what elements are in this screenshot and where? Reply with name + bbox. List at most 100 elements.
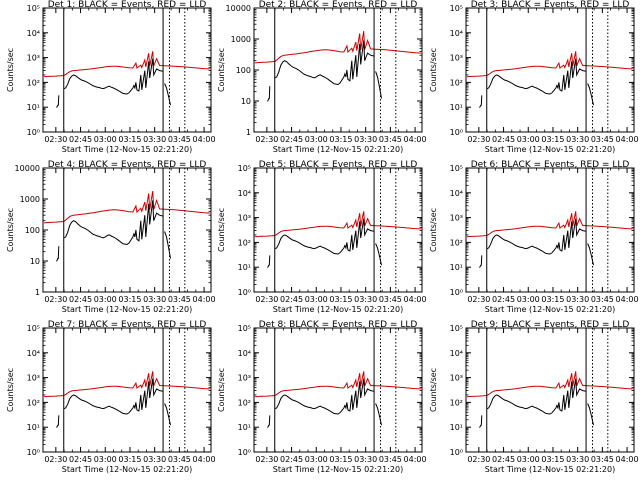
panel-det-1: Det 1: BLACK = Events, RED = LLD Counts/s… <box>6 0 216 154</box>
x-tick-label: 03:00 <box>305 295 328 304</box>
y-tick-label: 10⁴ <box>450 349 463 358</box>
y-tick-label: 10⁴ <box>238 189 251 198</box>
y-tick-label: 10³ <box>27 54 40 63</box>
series-events-start <box>479 255 483 268</box>
series-lld-line <box>43 371 211 398</box>
y-tick-label: 10⁵ <box>450 4 463 13</box>
y-tick-label: 10² <box>27 78 40 87</box>
y-tick-label: 10³ <box>238 374 251 383</box>
y-tick-label: 10³ <box>27 374 40 383</box>
y-tick-label: 10000 <box>15 164 40 173</box>
x-tick-label: 04:00 <box>616 295 639 304</box>
plot-frame <box>465 167 635 293</box>
y-tick-label: 100 <box>25 226 40 235</box>
x-tick-label: 03:15 <box>118 135 141 144</box>
series-events-tail <box>164 83 171 106</box>
panel-det-2: Det 2: BLACK = Events, RED = LLD Counts/s… <box>217 0 427 154</box>
x-tick-label: 02:45 <box>492 295 515 304</box>
plot-area <box>254 371 422 428</box>
x-tick-label: 03:45 <box>591 295 614 304</box>
y-tick-label: 10² <box>238 398 251 407</box>
y-axis-label: Counts/sec <box>6 208 15 252</box>
x-tick-label: 03:00 <box>94 455 117 464</box>
series-lld-line <box>43 51 211 78</box>
x-tick-label: 02:45 <box>69 455 92 464</box>
plot-frame <box>42 7 212 133</box>
x-axis-label: Start Time (12-Nov-15 02:21:20) <box>273 145 403 154</box>
panel-det-6: Det 6: BLACK = Events, RED = LLD Counts/s… <box>429 160 639 314</box>
x-tick-label: 02:45 <box>280 295 303 304</box>
plot-area <box>466 51 634 108</box>
x-tick-label: 02:30 <box>44 135 67 144</box>
y-tick-label: 10⁵ <box>450 324 463 333</box>
panel-title: Det 8: BLACK = Events, RED = LLD <box>259 320 418 330</box>
series-events-tail <box>164 403 171 426</box>
x-tick-label: 03:30 <box>143 455 166 464</box>
panel-title: Det 7: BLACK = Events, RED = LLD <box>48 320 207 330</box>
x-tick-label: 03:45 <box>168 455 191 464</box>
x-tick-label: 03:00 <box>517 135 540 144</box>
y-axis-label: Counts/sec <box>6 48 15 92</box>
x-axis-label: Start Time (12-Nov-15 02:21:20) <box>485 465 615 474</box>
panel-title: Det 5: BLACK = Events, RED = LLD <box>259 160 418 170</box>
x-tick-label: 03:45 <box>379 455 402 464</box>
x-tick-label: 02:30 <box>467 295 490 304</box>
y-tick-label: 1000 <box>231 35 251 44</box>
x-tick-label: 04:00 <box>404 295 427 304</box>
y-tick-label: 10¹ <box>238 263 251 272</box>
plot-area <box>466 211 634 268</box>
y-axis-label: Counts/sec <box>6 368 15 412</box>
x-tick-label: 02:45 <box>492 455 515 464</box>
panel-title: Det 6: BLACK = Events, RED = LLD <box>471 160 630 170</box>
series-events-line <box>274 378 375 415</box>
y-tick-label: 1000 <box>20 195 40 204</box>
x-tick-label: 03:30 <box>354 135 377 144</box>
x-tick-label: 02:30 <box>44 455 67 464</box>
x-tick-label: 02:30 <box>255 135 278 144</box>
y-tick-label: 10000 <box>226 4 251 13</box>
series-lld-line <box>254 211 422 238</box>
x-tick-label: 03:15 <box>118 455 141 464</box>
panel-det-5: Det 5: BLACK = Events, RED = LLD Counts/s… <box>217 160 427 314</box>
y-tick-label: 100 <box>236 66 251 75</box>
y-tick-label: 10⁵ <box>238 164 251 173</box>
x-tick-label: 04:00 <box>193 455 216 464</box>
plot-area <box>254 211 422 268</box>
x-tick-label: 03:00 <box>94 135 117 144</box>
y-tick-label: 10¹ <box>450 103 463 112</box>
panel-det-4: Det 4: BLACK = Events, RED = LLD Counts/s… <box>6 160 216 314</box>
x-tick-label: 03:45 <box>379 135 402 144</box>
series-lld-line <box>254 371 422 398</box>
x-axis-label: Start Time (12-Nov-15 02:21:20) <box>485 305 615 314</box>
x-tick-label: 03:00 <box>94 295 117 304</box>
series-events-start <box>56 246 60 262</box>
y-tick-label: 10² <box>27 398 40 407</box>
series-events-tail <box>375 403 382 426</box>
y-tick-label: 10⁰ <box>450 128 463 137</box>
x-tick-label: 03:15 <box>329 135 352 144</box>
x-tick-label: 03:45 <box>168 295 191 304</box>
y-tick-label: 10⁴ <box>27 29 40 38</box>
x-tick-label: 03:45 <box>168 135 191 144</box>
series-events-line <box>486 58 587 95</box>
x-axis-label: Start Time (12-Nov-15 02:21:20) <box>62 465 192 474</box>
plot-area <box>43 191 211 262</box>
series-events-start <box>56 95 60 108</box>
y-tick-label: 10² <box>450 238 463 247</box>
x-tick-label: 03:15 <box>541 135 564 144</box>
y-tick-label: 10³ <box>450 54 463 63</box>
y-tick-label: 10⁰ <box>450 448 463 457</box>
series-events-tail <box>587 243 594 266</box>
y-axis-label: Counts/sec <box>217 48 226 92</box>
panel-title: Det 3: BLACK = Events, RED = LLD <box>471 0 630 10</box>
series-lld-line <box>466 371 634 398</box>
x-tick-label: 03:15 <box>118 295 141 304</box>
panel-title: Det 9: BLACK = Events, RED = LLD <box>471 320 630 330</box>
x-tick-label: 03:00 <box>305 455 328 464</box>
x-tick-label: 04:00 <box>404 455 427 464</box>
series-events-start <box>267 255 271 268</box>
x-axis-label: Start Time (12-Nov-15 02:21:20) <box>273 305 403 314</box>
plot-area <box>43 51 211 108</box>
plot-area <box>43 371 211 428</box>
